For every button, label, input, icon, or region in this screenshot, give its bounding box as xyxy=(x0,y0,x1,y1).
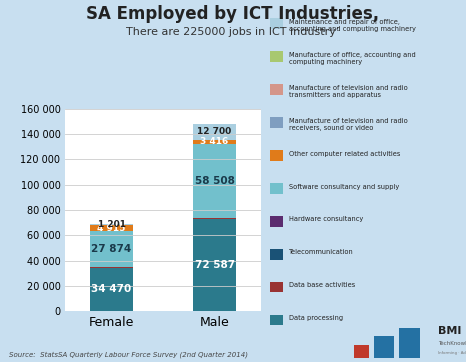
Bar xyxy=(193,144,236,218)
Text: Telecommunication: Telecommunication xyxy=(289,249,354,256)
Text: 1 201: 1 201 xyxy=(97,220,126,229)
Bar xyxy=(348,345,369,358)
Text: Data processing: Data processing xyxy=(289,315,343,321)
Text: Data base activities: Data base activities xyxy=(289,282,355,289)
Bar xyxy=(399,328,420,358)
Text: 72 587: 72 587 xyxy=(194,260,235,270)
Text: Manufacture of television and radio
transmitters and apparatus: Manufacture of television and radio tran… xyxy=(289,85,408,98)
Text: Other computer related activities: Other computer related activities xyxy=(289,151,400,157)
Text: 4 915: 4 915 xyxy=(97,224,126,233)
Bar xyxy=(90,267,133,268)
Text: 34 470: 34 470 xyxy=(91,285,132,294)
Text: TechKnowledge: TechKnowledge xyxy=(438,341,466,346)
Bar xyxy=(90,224,133,225)
Bar xyxy=(193,140,236,144)
Bar xyxy=(90,231,133,267)
Bar xyxy=(90,268,133,311)
Text: Software consultancy and supply: Software consultancy and supply xyxy=(289,184,399,190)
Bar xyxy=(193,218,236,219)
Bar xyxy=(193,219,236,311)
Text: Hardware consultancy: Hardware consultancy xyxy=(289,216,363,223)
Text: There are 225000 jobs in ICT industry’: There are 225000 jobs in ICT industry’ xyxy=(126,27,340,37)
Text: 12 700: 12 700 xyxy=(198,127,232,136)
Text: 58 508: 58 508 xyxy=(195,176,234,186)
Bar xyxy=(374,336,394,358)
Text: BMI: BMI xyxy=(438,326,462,336)
Bar xyxy=(90,225,133,231)
Text: 3 416: 3 416 xyxy=(200,138,229,146)
Bar xyxy=(193,124,236,140)
Text: SA Employed by ICT Industries,: SA Employed by ICT Industries, xyxy=(86,5,380,24)
Text: Maintenance and repair of office,
accounting and computing machinery: Maintenance and repair of office, accoun… xyxy=(289,19,416,32)
Text: Manufacture of office, accounting and
computing machinery: Manufacture of office, accounting and co… xyxy=(289,52,416,65)
Text: Source:  StatsSA Quarterly Labour Force Survey (2nd Quarter 2014): Source: StatsSA Quarterly Labour Force S… xyxy=(9,352,248,358)
Text: Informing · Advising · Assisting: Informing · Advising · Assisting xyxy=(438,351,466,355)
Text: 27 874: 27 874 xyxy=(91,244,132,254)
Text: Manufacture of television and radio
receivers, sound or video: Manufacture of television and radio rece… xyxy=(289,118,408,131)
